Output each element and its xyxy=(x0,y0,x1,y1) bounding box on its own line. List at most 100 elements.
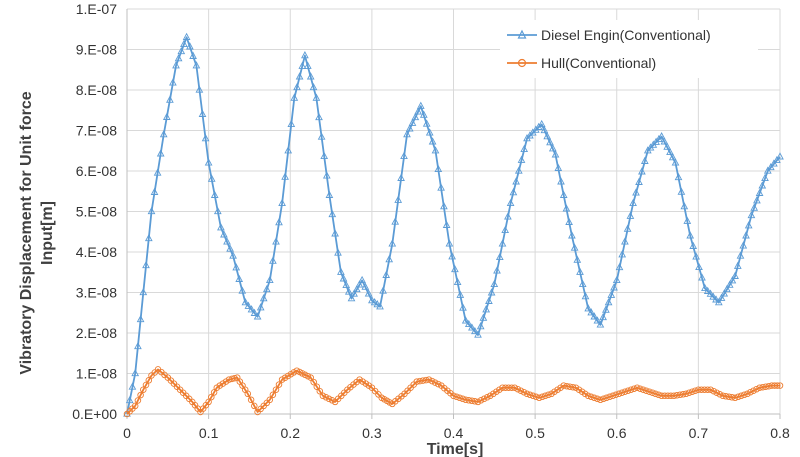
data-point-marker xyxy=(468,397,476,405)
x-tick-label: 0.5 xyxy=(525,425,545,441)
data-point-marker xyxy=(532,393,540,401)
data-point-marker xyxy=(600,395,607,403)
data-point-marker xyxy=(646,388,653,395)
data-point-marker xyxy=(312,93,321,101)
data-point-marker xyxy=(502,384,509,391)
data-point-marker xyxy=(195,85,204,93)
data-point-marker xyxy=(680,202,689,210)
data-point-marker xyxy=(207,174,216,182)
data-point-marker xyxy=(563,382,571,390)
data-point-marker xyxy=(629,198,637,207)
data-point-marker xyxy=(322,394,330,401)
data-point-marker xyxy=(313,383,321,390)
legend-label-hull: Hull(Conventional) xyxy=(541,55,656,71)
data-point-marker xyxy=(459,303,467,311)
data-point-marker xyxy=(607,290,616,298)
data-point-marker xyxy=(747,388,754,396)
data-point-marker xyxy=(604,298,613,306)
data-point-marker xyxy=(649,389,656,396)
data-point-marker xyxy=(145,377,153,384)
data-point-marker xyxy=(610,283,618,291)
legend-item-hull[interactable]: Hull(Conventional) xyxy=(507,55,656,71)
data-point-marker xyxy=(461,316,470,324)
data-point-marker xyxy=(621,388,629,395)
data-point-marker xyxy=(762,383,769,390)
data-point-marker xyxy=(623,224,632,232)
data-point-marker xyxy=(709,292,718,300)
y-tick-labels: 0.E+00 1.E-08 2.E-08 3.E-08 4.E-08 5.E-08 6.E-… xyxy=(72,1,117,422)
data-point-marker xyxy=(201,134,210,142)
data-point-marker xyxy=(692,252,700,260)
data-point-marker xyxy=(695,386,702,393)
data-point-marker xyxy=(307,374,314,381)
data-point-marker xyxy=(657,132,666,140)
data-point-marker xyxy=(520,388,528,396)
data-point-marker xyxy=(683,216,692,224)
data-point-marker xyxy=(142,381,150,389)
data-point-marker xyxy=(761,173,769,182)
data-point-marker xyxy=(728,394,736,401)
data-point-marker xyxy=(134,397,142,404)
data-point-marker xyxy=(290,93,299,101)
data-point-marker xyxy=(593,316,602,324)
data-point-marker xyxy=(545,391,552,399)
data-point-marker xyxy=(630,385,638,392)
data-point-marker xyxy=(445,239,454,247)
data-point-marker xyxy=(301,51,309,59)
data-point-marker xyxy=(546,138,554,146)
data-point-marker xyxy=(317,132,326,140)
data-point-marker xyxy=(147,206,156,215)
data-point-marker xyxy=(483,394,491,401)
data-point-marker xyxy=(150,187,159,195)
y-tick-label: 5.E-08 xyxy=(76,204,117,220)
x-tick-labels: 0 0.1 0.2 0.3 0.4 0.5 0.6 0.7 0.8 xyxy=(123,425,790,441)
data-point-marker xyxy=(560,382,567,389)
data-point-marker xyxy=(425,376,433,383)
data-point-marker xyxy=(584,304,593,312)
data-point-marker xyxy=(758,181,767,189)
y-tick-label: 1.E-08 xyxy=(76,366,117,382)
data-point-marker xyxy=(388,239,397,247)
data-point-marker xyxy=(368,296,376,304)
data-point-marker xyxy=(153,168,162,176)
data-point-marker xyxy=(256,303,265,311)
data-point-marker xyxy=(453,393,460,401)
data-point-marker xyxy=(169,78,177,86)
data-point-marker xyxy=(347,294,356,302)
data-point-marker xyxy=(131,402,139,410)
data-point-marker xyxy=(315,112,323,121)
data-point-marker xyxy=(537,119,546,128)
legend[interactable]: Diesel Engin(Conventional) Hull(Conventi… xyxy=(500,20,758,78)
data-point-marker xyxy=(495,252,504,261)
data-point-marker xyxy=(247,396,255,404)
data-point-marker xyxy=(192,61,201,69)
data-point-marker xyxy=(615,262,624,271)
data-point-marker xyxy=(643,387,650,394)
data-point-marker xyxy=(618,250,627,258)
data-point-marker xyxy=(682,390,690,398)
data-point-marker xyxy=(425,128,434,136)
data-point-marker xyxy=(698,273,706,281)
data-point-marker xyxy=(213,206,222,215)
data-point-marker xyxy=(504,212,512,220)
data-point-marker xyxy=(403,130,411,138)
legend-marker-triangle xyxy=(517,29,527,39)
data-point-marker xyxy=(717,293,726,301)
data-point-marker xyxy=(411,112,420,121)
data-point-marker xyxy=(397,173,405,181)
x-tick-label: 0 xyxy=(123,425,131,441)
data-point-marker xyxy=(652,390,659,398)
data-point-marker xyxy=(526,391,534,399)
data-point-marker xyxy=(686,231,695,239)
data-point-marker xyxy=(316,387,324,395)
data-point-marker xyxy=(714,298,723,306)
data-point-marker xyxy=(325,395,333,403)
data-point-marker xyxy=(695,262,703,271)
data-point-marker xyxy=(719,392,727,400)
data-point-marker xyxy=(325,190,334,198)
data-point-marker xyxy=(309,82,318,91)
data-point-marker xyxy=(508,384,515,391)
data-point-marker xyxy=(451,264,459,273)
data-point-marker xyxy=(529,392,537,400)
legend-item-diesel-engine[interactable]: Diesel Engin(Conventional) xyxy=(507,27,711,43)
